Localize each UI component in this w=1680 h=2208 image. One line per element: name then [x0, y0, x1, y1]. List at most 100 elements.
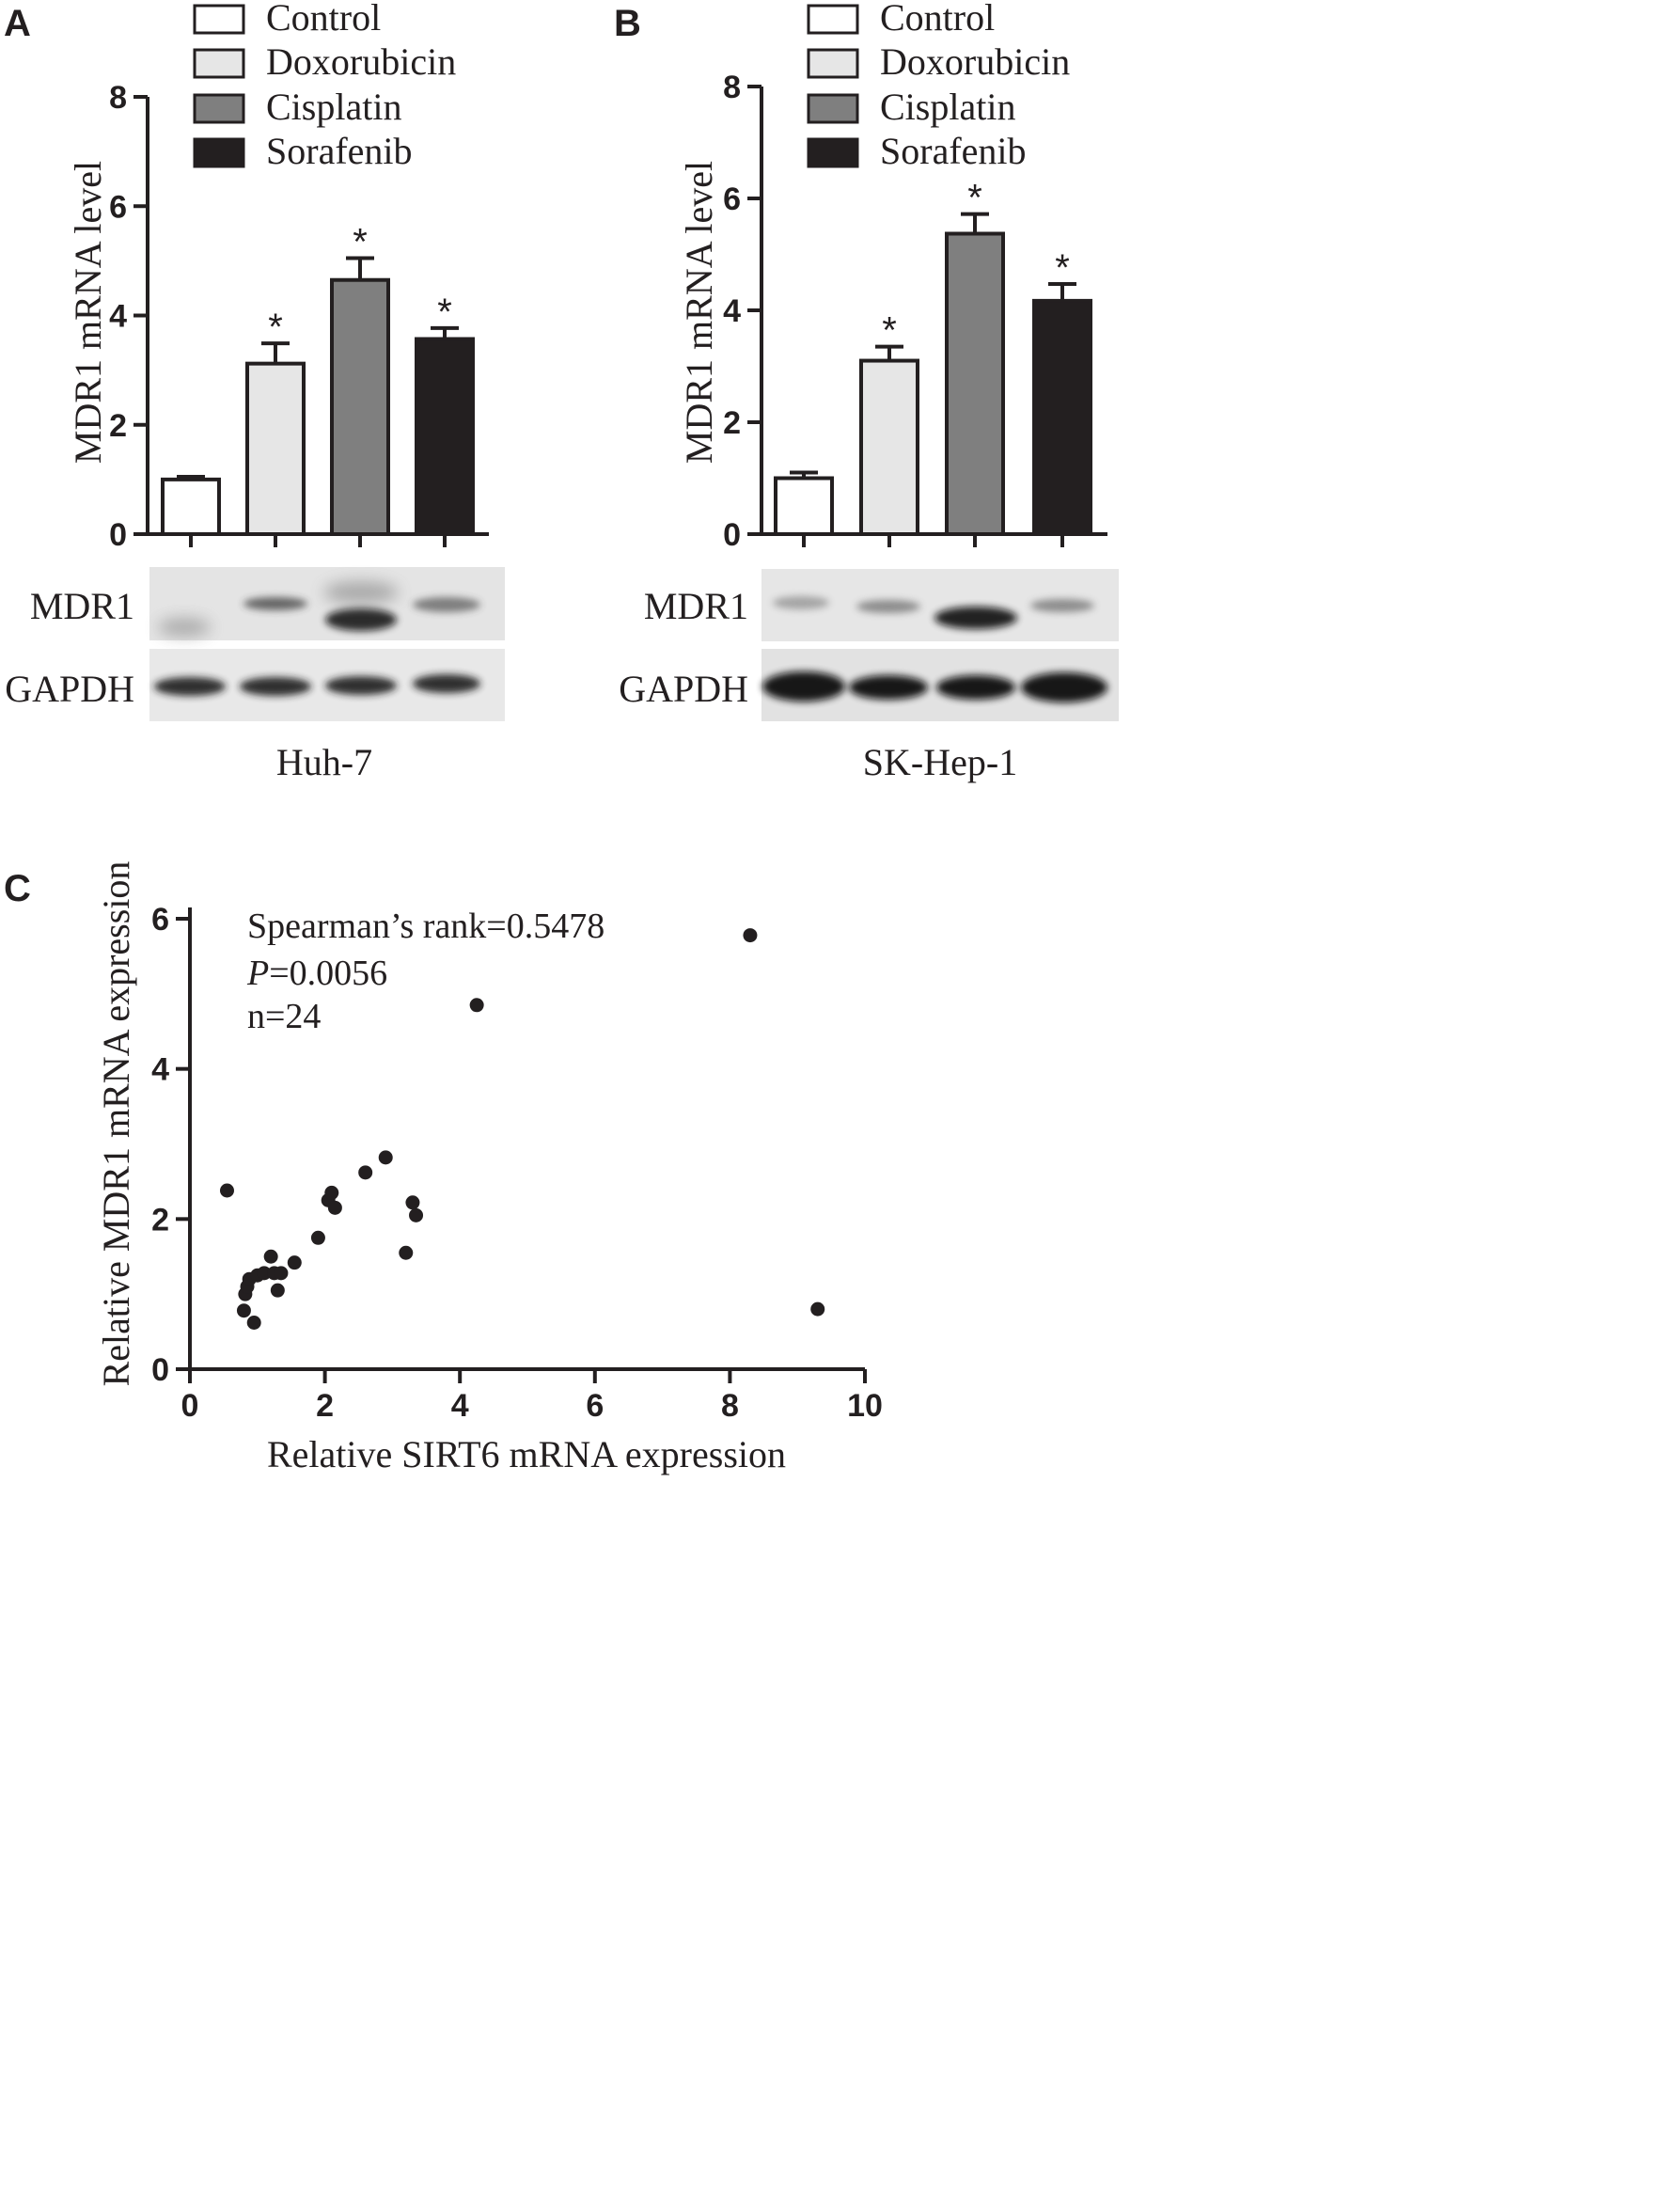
scatter-point-16 [327, 1200, 342, 1215]
bar-a-3 [415, 337, 475, 536]
scatter-point-7 [257, 1266, 272, 1281]
cell-line-label-b: SK-Hep-1 [863, 741, 1017, 783]
significance-mark-a-2: * [353, 221, 368, 262]
panel-a: Control Doxorubicin Cisplatin Sorafenib … [5, 0, 505, 783]
band-gapdh-a-2 [240, 677, 311, 696]
y-tick-label-c-3: 6 [151, 902, 169, 938]
legend-swatch-sorafenib [193, 137, 245, 168]
western-blot-b [761, 569, 1119, 721]
y-tick-label-b-1: 2 [723, 405, 741, 441]
x-tick-label-c-0: 0 [181, 1388, 199, 1424]
scatter-point-22 [469, 998, 484, 1013]
cell-line-label-a: Huh-7 [276, 741, 372, 783]
y-tick-label-a-2: 4 [109, 299, 127, 335]
legend-label-sorafenib: Sorafenib [266, 130, 413, 172]
stat-p-value: P=0.0056 [246, 954, 387, 993]
legend-swatch-control-b [807, 4, 859, 35]
y-tick-label-b-0: 0 [723, 517, 741, 553]
legend-swatch-cisplatin [193, 93, 245, 124]
scatter-point-24 [810, 1301, 825, 1317]
stat-p-rest: =0.0056 [269, 954, 387, 993]
panel-b: Control Doxorubicin Cisplatin Sorafenib … [619, 0, 1119, 783]
bar-a-1 [245, 361, 306, 536]
scatter-point-10 [270, 1283, 285, 1298]
band-mdr1-a-3-upper [323, 581, 399, 604]
x-tick-label-c-3: 6 [586, 1388, 604, 1424]
blot-label-gapdh-a: GAPDH [5, 668, 134, 710]
bar-a-0 [161, 477, 221, 536]
y-tick-label-c-2: 4 [151, 1052, 169, 1088]
stat-spearman: Spearman’s rank=0.5478 [247, 907, 604, 946]
legend-swatch-doxorubicin [193, 48, 245, 79]
stat-p-italic: P [246, 954, 269, 993]
band-mdr1-a-3 [325, 608, 397, 631]
panel-label-b: B [614, 3, 641, 44]
scatter-point-21 [409, 1207, 424, 1222]
bar-a-2 [330, 277, 390, 536]
band-gapdh-a-4 [413, 674, 480, 693]
bar-chart-a: 0 2 4 6 8 * * * [109, 80, 489, 553]
scatter-point-5 [246, 1316, 261, 1331]
legend-label-cisplatin: Cisplatin [266, 86, 401, 128]
scatter-chart-c: 0 2 4 6 0 2 4 6 8 10 [151, 902, 883, 1424]
y-axis-label-c: Relative MDR1 mRNA expression [95, 861, 137, 1387]
legend-swatch-control [193, 4, 245, 35]
significance-mark-b-3: * [1055, 247, 1070, 289]
legend-label-cisplatin-b: Cisplatin [880, 86, 1015, 128]
y-axis-label-b: MDR1 mRNA level [678, 161, 720, 464]
x-tick-label-c-4: 8 [721, 1388, 739, 1424]
scatter-point-1 [236, 1303, 251, 1318]
band-mdr1-a-2 [243, 597, 307, 610]
band-gapdh-a-3 [325, 676, 397, 695]
scatter-point-20 [405, 1195, 420, 1210]
x-tick-label-c-1: 2 [316, 1388, 334, 1424]
x-tick-label-c-2: 4 [451, 1388, 469, 1424]
band-gapdh-b-4 [1021, 672, 1107, 702]
significance-mark-a-3: * [437, 292, 452, 333]
scatter-point-15 [324, 1185, 339, 1200]
scatter-point-0 [219, 1183, 234, 1198]
panel-label-c: C [4, 868, 31, 909]
scatter-point-8 [263, 1249, 278, 1264]
y-tick-label-c-1: 2 [151, 1202, 169, 1238]
scatter-point-23 [743, 928, 758, 943]
y-tick-label-b-3: 6 [723, 181, 741, 217]
legend-label-control: Control [266, 0, 381, 39]
legend-label-control-b: Control [880, 0, 995, 39]
y-tick-label-b-4: 8 [723, 70, 741, 105]
blot-label-gapdh-b: GAPDH [619, 668, 748, 710]
x-tick-label-c-5: 10 [847, 1388, 883, 1424]
scatter-point-11 [274, 1266, 289, 1281]
legend-swatch-doxorubicin-b [807, 48, 859, 79]
y-tick-label-b-2: 4 [723, 293, 741, 329]
band-gapdh-b-1 [762, 671, 845, 702]
scatter-point-17 [358, 1165, 373, 1180]
scatter-point-13 [310, 1230, 325, 1245]
bar-b-1 [859, 358, 919, 536]
significance-mark-b-2: * [967, 178, 982, 219]
significance-mark-b-1: * [882, 310, 897, 352]
bar-b-2 [945, 231, 1005, 537]
legend-label-sorafenib-b: Sorafenib [880, 130, 1027, 172]
panel-c: Relative MDR1 mRNA expression Relative S… [95, 861, 883, 1475]
blot-label-mdr1-a: MDR1 [30, 585, 134, 627]
y-tick-label-a-4: 8 [109, 80, 127, 116]
band-mdr1-b-2 [856, 600, 920, 613]
x-axis-label-c: Relative SIRT6 mRNA expression [267, 1433, 786, 1475]
y-tick-label-a-1: 2 [109, 408, 127, 444]
legend-label-doxorubicin: Doxorubicin [266, 40, 456, 83]
scatter-point-12 [287, 1255, 302, 1270]
y-tick-label-c-0: 0 [151, 1352, 169, 1388]
band-mdr1-a-4 [413, 597, 480, 612]
band-gapdh-b-3 [936, 675, 1015, 700]
band-gapdh-b-2 [849, 675, 928, 700]
stat-n: n=24 [247, 997, 321, 1036]
bar-b-0 [774, 476, 834, 536]
bar-chart-b: 0 2 4 6 8 * * * [723, 70, 1107, 553]
legend-label-doxorubicin-b: Doxorubicin [880, 40, 1070, 83]
bar-b-3 [1032, 298, 1092, 537]
blot-label-mdr1-b: MDR1 [644, 585, 748, 627]
band-mdr1-b-4 [1030, 599, 1094, 612]
legend-b: Control Doxorubicin Cisplatin Sorafenib [807, 0, 1070, 172]
y-axis-label-a: MDR1 mRNA level [67, 161, 109, 464]
